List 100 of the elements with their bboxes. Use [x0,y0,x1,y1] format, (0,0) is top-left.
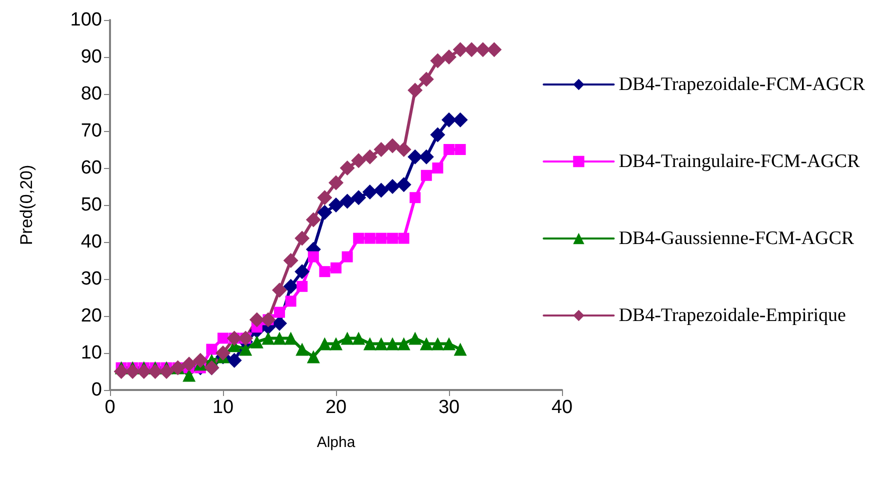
point [420,170,432,181]
legend-label: DB4-Trapezoidale-FCM-AGCR [618,74,866,95]
point [296,280,308,292]
point [262,332,275,345]
point [317,204,332,220]
y-tick-label: 60 [80,158,102,178]
y-tick-label: 100 [70,10,102,30]
point [386,337,399,350]
point [306,212,321,228]
point [306,350,320,364]
point [363,337,376,350]
point [452,42,468,58]
y-tick-label: 70 [80,120,102,142]
y-tick-label: 40 [80,232,102,252]
legend-label: DB4-Traingulaire-FCM-AGCR [618,151,860,172]
point [272,282,287,298]
point [376,232,387,244]
y-tick-label: 10 [80,342,102,364]
point [364,232,376,244]
x-tick-label: 20 [325,397,347,418]
point [136,364,152,379]
point [192,352,208,368]
point [442,337,456,350]
point [159,364,174,379]
x-tick-label: 0 [104,397,116,418]
point [249,312,264,328]
x-tick-label: 10 [212,397,234,418]
point [374,182,389,198]
point [351,153,366,168]
point [250,335,264,348]
point [432,162,444,174]
point [387,232,398,244]
y-tick-label: 50 [80,194,102,216]
point [284,332,298,345]
point [328,198,344,212]
x-tick-label: 40 [551,397,573,418]
point [283,253,298,268]
y-tick-label: 80 [80,84,102,104]
point [454,144,466,155]
point [340,332,354,345]
point [328,175,344,190]
point [340,160,355,176]
point [464,42,480,58]
point [374,142,389,157]
y-tick-label: 0 [91,380,102,400]
point [294,230,310,246]
point [396,142,412,157]
point [374,337,388,350]
point [475,42,490,58]
x-axis-title: Alpha [316,434,356,451]
point [362,149,378,164]
point [420,337,433,350]
y-tick-label: 30 [80,268,102,290]
legend-label: DB4-Trapezoidale-Empirique [618,305,846,326]
point [385,179,400,194]
point [397,337,410,350]
point [274,306,285,318]
point [216,346,230,360]
y-axis-title: Pred(0,20) [17,164,36,246]
point [430,53,446,68]
point [351,190,366,206]
point [430,127,446,142]
point [398,232,410,244]
y-tick-label: 20 [80,306,102,326]
point [442,112,456,128]
point [418,149,434,164]
point [285,296,296,307]
point [410,192,421,204]
point [218,332,228,344]
point [148,364,163,379]
point [318,337,332,350]
point [182,356,197,372]
point [330,337,342,350]
legend-label: DB4-Gaussienne-FCM-AGCR [618,228,854,249]
point [352,332,366,345]
point [362,184,378,200]
point [408,332,422,345]
point [294,264,310,280]
point [296,342,309,356]
x-tick-label: 30 [438,397,460,418]
point [239,342,252,356]
point [308,251,319,262]
point [418,72,434,87]
point [454,342,467,356]
point [114,364,129,379]
point [272,316,287,331]
point [486,42,502,58]
point [283,278,298,294]
point [444,144,454,155]
point [442,50,456,64]
point [125,364,140,379]
point [206,344,218,355]
point [342,251,353,262]
point [385,138,400,154]
point [353,232,364,244]
point [317,190,332,206]
point [226,352,242,368]
point [452,112,468,128]
point [340,194,355,209]
point [182,368,196,382]
